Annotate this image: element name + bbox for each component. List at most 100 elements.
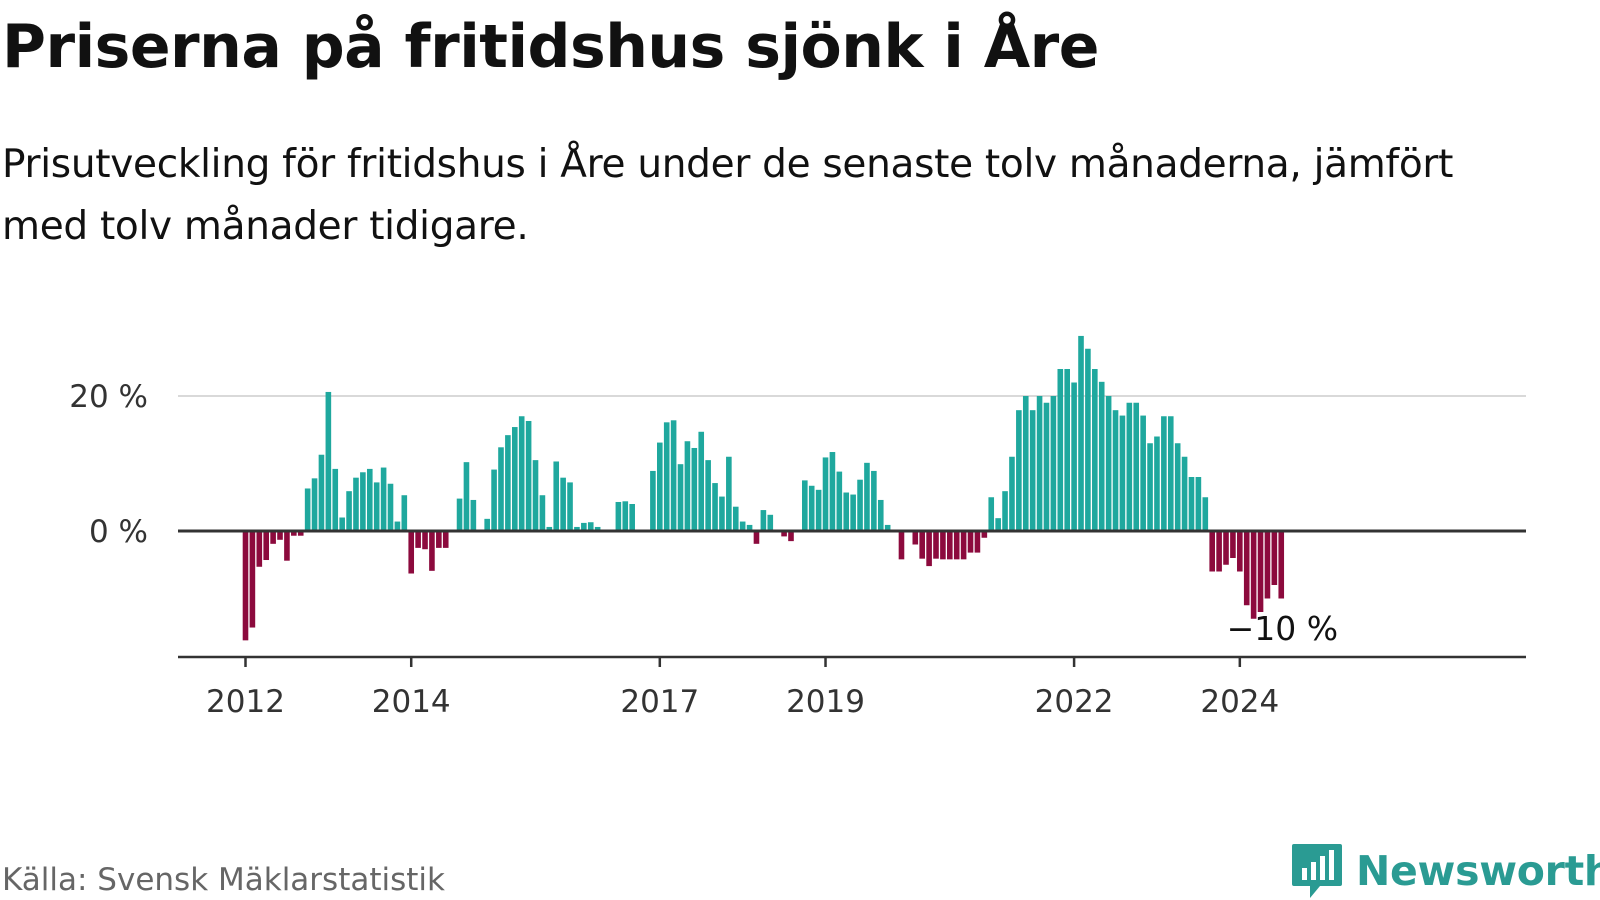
- bar: [1237, 531, 1243, 572]
- bar: [429, 531, 435, 571]
- bar: [629, 504, 635, 531]
- bar: [884, 524, 891, 531]
- bar: [546, 526, 553, 531]
- bar: [719, 496, 725, 531]
- bar: [346, 491, 352, 532]
- bar: [1250, 531, 1257, 619]
- bar: [325, 391, 332, 531]
- bar: [373, 482, 380, 531]
- bar: [401, 495, 408, 531]
- bar: [498, 447, 504, 531]
- bar: [539, 495, 546, 531]
- bar: [1098, 381, 1105, 531]
- bar: [974, 531, 981, 553]
- bar: [353, 477, 359, 532]
- bar: [988, 497, 995, 531]
- bar: [512, 427, 518, 531]
- source-note: Källa: Svensk Mäklarstatistik: [2, 862, 445, 898]
- bar: [1071, 382, 1077, 531]
- bar: [650, 470, 656, 532]
- bar: [677, 464, 684, 532]
- bar: [981, 531, 988, 538]
- bar: [663, 422, 670, 531]
- bar: [1050, 396, 1057, 531]
- bar: [463, 462, 470, 531]
- bar: [1002, 491, 1008, 532]
- bar: [691, 447, 698, 532]
- bar: [339, 517, 345, 531]
- bar: [967, 531, 974, 553]
- bar: [1223, 531, 1229, 565]
- bar: [422, 531, 428, 550]
- x-tick-label: 2019: [786, 684, 865, 720]
- bar: [836, 471, 843, 531]
- bar: [415, 531, 421, 548]
- bar: [1119, 415, 1126, 531]
- bar: [594, 526, 601, 531]
- bar: [622, 501, 629, 531]
- bar: [960, 531, 967, 560]
- bar: [732, 506, 739, 531]
- bar: [249, 531, 256, 628]
- labels-group: 0 % 20 % 2012 2014 2017 2019 2022 2024 −10 %: [69, 379, 1338, 720]
- bar: [1154, 436, 1160, 531]
- bar: [318, 454, 325, 532]
- bar: [1271, 531, 1278, 585]
- bar: [615, 501, 622, 531]
- bar: [532, 460, 539, 532]
- bar: [953, 531, 960, 560]
- bar: [808, 485, 815, 531]
- bar: [1195, 477, 1202, 531]
- bar: [1029, 410, 1036, 531]
- bar: [760, 510, 767, 531]
- brand-logo: Newsworthy: [1290, 842, 1600, 900]
- bar: [581, 522, 587, 531]
- bar: [436, 531, 442, 548]
- bar: [684, 441, 691, 532]
- bar: [933, 531, 939, 559]
- bar: [788, 531, 794, 542]
- bar: [1016, 410, 1022, 531]
- bar: [263, 531, 270, 561]
- bar: [864, 462, 870, 531]
- bar: [871, 470, 877, 532]
- bar: [505, 435, 511, 531]
- bar: [304, 488, 311, 531]
- brand-name: Newsworthy: [1356, 847, 1600, 895]
- value-annotation: −10 %: [1227, 609, 1339, 648]
- bar: [311, 478, 318, 531]
- axes-group: [178, 529, 1526, 667]
- bar: [1181, 456, 1188, 531]
- bar: [1064, 369, 1070, 531]
- bar: [712, 483, 718, 531]
- bar: [1085, 348, 1091, 531]
- x-tick-label: 2017: [620, 684, 699, 720]
- bar: [394, 521, 401, 531]
- bar: [1209, 531, 1215, 572]
- bar: [291, 531, 297, 536]
- bar: [1009, 456, 1015, 531]
- bar: [456, 498, 463, 531]
- bar: [926, 531, 932, 567]
- bar: [657, 442, 663, 531]
- x-tick-label: 2022: [1035, 684, 1114, 720]
- bar: [829, 452, 836, 531]
- bar: [1078, 335, 1084, 531]
- bar: [1230, 531, 1236, 558]
- bar: [670, 420, 677, 531]
- y-tick-label: 20 %: [69, 379, 148, 415]
- bar: [1092, 369, 1098, 531]
- bar: [1202, 497, 1209, 531]
- bar: [726, 456, 732, 531]
- bar: [843, 492, 850, 531]
- bar: [822, 457, 829, 532]
- bars-group: [242, 335, 1285, 641]
- x-tick-label: 2024: [1200, 684, 1279, 720]
- bar: [705, 460, 711, 532]
- bar: [484, 518, 490, 531]
- bar: [877, 499, 884, 531]
- bar: [442, 531, 449, 548]
- bar: [574, 526, 580, 531]
- bar: [940, 531, 946, 560]
- bar: [947, 531, 953, 560]
